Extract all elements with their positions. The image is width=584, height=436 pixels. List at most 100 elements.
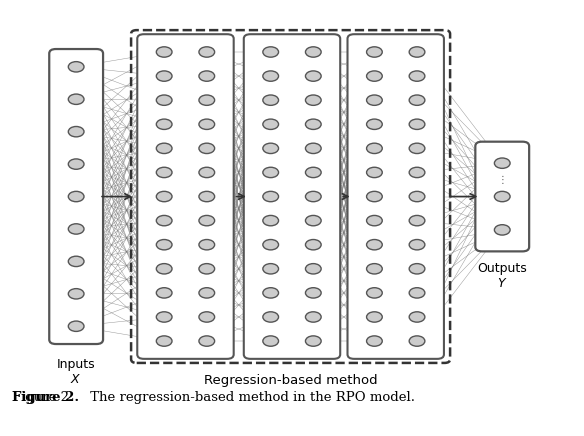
- Circle shape: [68, 159, 84, 169]
- Circle shape: [367, 239, 383, 250]
- Circle shape: [305, 264, 321, 274]
- Circle shape: [199, 191, 215, 202]
- Circle shape: [367, 336, 383, 346]
- Circle shape: [199, 167, 215, 177]
- Circle shape: [409, 119, 425, 129]
- Circle shape: [409, 71, 425, 81]
- Circle shape: [409, 215, 425, 226]
- Circle shape: [157, 119, 172, 129]
- Circle shape: [199, 312, 215, 322]
- Circle shape: [409, 167, 425, 177]
- Circle shape: [263, 143, 279, 153]
- Circle shape: [263, 119, 279, 129]
- Circle shape: [367, 288, 383, 298]
- Circle shape: [367, 312, 383, 322]
- Circle shape: [68, 289, 84, 299]
- Circle shape: [157, 167, 172, 177]
- Text: ⋮: ⋮: [498, 175, 507, 185]
- Circle shape: [305, 288, 321, 298]
- Circle shape: [263, 95, 279, 106]
- Circle shape: [157, 191, 172, 202]
- Circle shape: [305, 239, 321, 250]
- Text: Inputs
$X$: Inputs $X$: [57, 358, 95, 386]
- Circle shape: [157, 312, 172, 322]
- Circle shape: [199, 239, 215, 250]
- Circle shape: [409, 239, 425, 250]
- Circle shape: [409, 264, 425, 274]
- Circle shape: [68, 126, 84, 137]
- Circle shape: [68, 224, 84, 234]
- Circle shape: [263, 336, 279, 346]
- Circle shape: [263, 239, 279, 250]
- Circle shape: [305, 143, 321, 153]
- Circle shape: [367, 95, 383, 106]
- Circle shape: [68, 191, 84, 202]
- FancyBboxPatch shape: [137, 34, 234, 359]
- FancyBboxPatch shape: [244, 34, 340, 359]
- Circle shape: [199, 119, 215, 129]
- Circle shape: [495, 191, 510, 202]
- Circle shape: [199, 95, 215, 106]
- Circle shape: [157, 143, 172, 153]
- Circle shape: [367, 143, 383, 153]
- FancyBboxPatch shape: [347, 34, 444, 359]
- Circle shape: [157, 239, 172, 250]
- Circle shape: [305, 167, 321, 177]
- Circle shape: [199, 215, 215, 226]
- Text: Outputs
$Y$: Outputs $Y$: [477, 262, 527, 290]
- Circle shape: [199, 336, 215, 346]
- Circle shape: [68, 61, 84, 72]
- Circle shape: [68, 94, 84, 105]
- Circle shape: [263, 288, 279, 298]
- Circle shape: [305, 191, 321, 202]
- Circle shape: [157, 336, 172, 346]
- Circle shape: [157, 47, 172, 57]
- Circle shape: [157, 215, 172, 226]
- Circle shape: [199, 71, 215, 81]
- Circle shape: [367, 215, 383, 226]
- FancyBboxPatch shape: [49, 49, 103, 344]
- Circle shape: [409, 191, 425, 202]
- Circle shape: [367, 71, 383, 81]
- Circle shape: [157, 264, 172, 274]
- Circle shape: [367, 47, 383, 57]
- Circle shape: [305, 47, 321, 57]
- Circle shape: [409, 312, 425, 322]
- FancyBboxPatch shape: [475, 142, 529, 252]
- Circle shape: [409, 288, 425, 298]
- Circle shape: [199, 264, 215, 274]
- Circle shape: [409, 336, 425, 346]
- Circle shape: [305, 119, 321, 129]
- Circle shape: [199, 288, 215, 298]
- Circle shape: [409, 47, 425, 57]
- Circle shape: [367, 119, 383, 129]
- Text: Figure 2.: Figure 2.: [12, 391, 79, 404]
- Circle shape: [68, 256, 84, 266]
- Circle shape: [263, 167, 279, 177]
- Circle shape: [367, 264, 383, 274]
- Circle shape: [367, 167, 383, 177]
- Circle shape: [495, 225, 510, 235]
- Circle shape: [199, 143, 215, 153]
- Text: Figure 2.    The regression-based method in the RPO model.: Figure 2. The regression-based method in…: [12, 391, 415, 404]
- Circle shape: [409, 95, 425, 106]
- Circle shape: [305, 95, 321, 106]
- Circle shape: [305, 312, 321, 322]
- Circle shape: [495, 158, 510, 168]
- Circle shape: [68, 321, 84, 331]
- Circle shape: [263, 215, 279, 226]
- Circle shape: [409, 143, 425, 153]
- Circle shape: [263, 264, 279, 274]
- Circle shape: [305, 336, 321, 346]
- Circle shape: [157, 71, 172, 81]
- Circle shape: [305, 215, 321, 226]
- Circle shape: [305, 71, 321, 81]
- Circle shape: [263, 47, 279, 57]
- Circle shape: [263, 312, 279, 322]
- Circle shape: [157, 95, 172, 106]
- Text: Regression-based method: Regression-based method: [204, 374, 377, 387]
- Circle shape: [367, 191, 383, 202]
- Circle shape: [157, 288, 172, 298]
- Circle shape: [263, 71, 279, 81]
- Circle shape: [263, 191, 279, 202]
